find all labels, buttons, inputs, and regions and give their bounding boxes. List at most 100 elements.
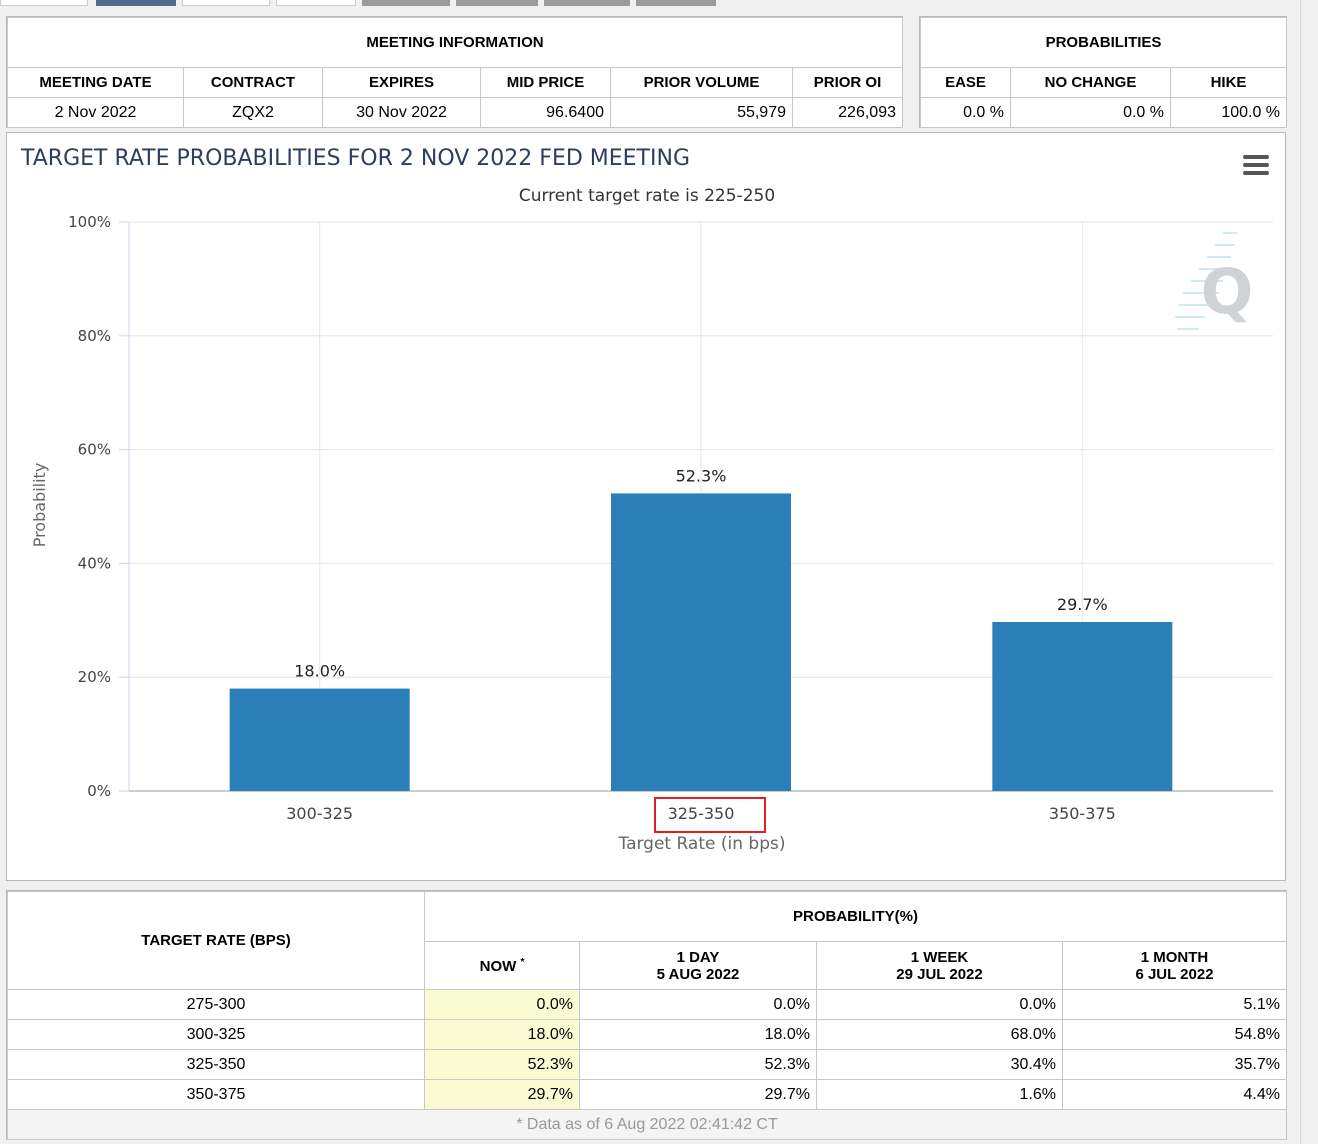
month-cell: 5.1% bbox=[1062, 989, 1287, 1020]
prior-oi-value: 226,093 bbox=[792, 97, 903, 128]
y-tick-label: 60% bbox=[78, 441, 111, 459]
col-1-day-label: 1 DAY bbox=[676, 948, 720, 966]
meeting-date-value: 2 Nov 2022 bbox=[7, 97, 184, 128]
col-expires: EXPIRES bbox=[322, 67, 481, 98]
now-asterisk: * bbox=[520, 956, 525, 968]
y-tick-label: 80% bbox=[78, 327, 111, 345]
rate-cell: 350-375 bbox=[7, 1079, 425, 1110]
col-meeting-date: MEETING DATE bbox=[7, 67, 184, 98]
chart-panel: TARGET RATE PROBABILITIES FOR 2 NOV 2022… bbox=[6, 132, 1286, 881]
col-no-change: NO CHANGE bbox=[1010, 67, 1171, 98]
col-1-week-date: 29 JUL 2022 bbox=[896, 965, 983, 983]
col-1-week-label: 1 WEEK bbox=[910, 948, 969, 966]
bar-300-325[interactable] bbox=[229, 688, 410, 791]
hike-value: 100.0 % bbox=[1169, 97, 1288, 128]
day-cell: 18.0% bbox=[579, 1019, 817, 1050]
meeting-info-header: MEETING INFORMATION bbox=[7, 17, 903, 68]
tab-2-active[interactable] bbox=[96, 0, 176, 6]
probability-bar-chart: TARGET RATE PROBABILITIES FOR 2 NOV 2022… bbox=[20, 146, 1273, 854]
x-axis-title: Target Rate (in bps) bbox=[618, 834, 786, 854]
highlighted-category-box bbox=[654, 797, 766, 833]
col-1-week: 1 WEEK 29 JUL 2022 bbox=[816, 941, 1063, 990]
bar-data-label: 18.0% bbox=[294, 662, 345, 681]
table-row: 325-350 52.3% 52.3% 30.4% 35.7% bbox=[7, 1049, 1287, 1080]
col-now: NOW * bbox=[424, 941, 580, 990]
probability-header: PROBABILITY(%) bbox=[424, 891, 1287, 942]
now-cell: 29.7% bbox=[424, 1079, 580, 1110]
bar-data-label: 52.3% bbox=[676, 466, 727, 485]
target-rate-header: TARGET RATE (BPS) bbox=[7, 891, 425, 990]
expires-value: 30 Nov 2022 bbox=[322, 97, 481, 128]
x-tick-label: 325-350 bbox=[668, 804, 735, 823]
no-change-value: 0.0 % bbox=[1010, 97, 1171, 128]
tab-3[interactable] bbox=[182, 0, 270, 6]
probabilities-panel: PROBABILITIES EASE NO CHANGE HIKE 0.0 % … bbox=[919, 16, 1288, 128]
rate-cell: 325-350 bbox=[7, 1049, 425, 1080]
col-prior-volume: PRIOR VOLUME bbox=[610, 67, 793, 98]
q-logo-watermark: Q bbox=[1175, 232, 1254, 330]
y-tick-label: 40% bbox=[78, 554, 111, 572]
chart-subtitle: Current target rate is 225-250 bbox=[519, 186, 775, 206]
bar-350-375[interactable] bbox=[992, 622, 1173, 791]
col-ease: EASE bbox=[920, 67, 1011, 98]
tab-7[interactable] bbox=[544, 0, 630, 6]
day-cell: 0.0% bbox=[579, 989, 817, 1020]
meeting-info-panel: MEETING INFORMATION MEETING DATE CONTRAC… bbox=[6, 16, 903, 128]
bar-325-350[interactable] bbox=[611, 493, 791, 791]
rate-cell: 275-300 bbox=[7, 989, 425, 1020]
tab-1[interactable] bbox=[0, 0, 88, 6]
y-axis-title: Probability bbox=[30, 463, 49, 548]
tab-strip bbox=[0, 0, 1300, 6]
month-cell: 54.8% bbox=[1062, 1019, 1287, 1050]
col-prior-oi: PRIOR OI bbox=[792, 67, 903, 98]
day-cell: 52.3% bbox=[579, 1049, 817, 1080]
bar-data-label: 29.7% bbox=[1057, 595, 1108, 614]
week-cell: 30.4% bbox=[816, 1049, 1063, 1080]
col-1-month: 1 MONTH 6 JUL 2022 bbox=[1062, 941, 1287, 990]
chart-title: TARGET RATE PROBABILITIES FOR 2 NOV 2022… bbox=[20, 146, 690, 171]
meeting-info-table: MEETING INFORMATION MEETING DATE CONTRAC… bbox=[7, 17, 903, 128]
table-row: 350-375 29.7% 29.7% 1.6% 4.4% bbox=[7, 1079, 1287, 1110]
day-cell: 29.7% bbox=[579, 1079, 817, 1110]
now-cell: 0.0% bbox=[424, 989, 580, 1020]
tab-6[interactable] bbox=[456, 0, 538, 6]
x-tick-label: 300-325 bbox=[286, 804, 353, 823]
tab-5[interactable] bbox=[362, 0, 450, 6]
tab-8[interactable] bbox=[636, 0, 716, 6]
rate-cell: 300-325 bbox=[7, 1019, 425, 1050]
month-cell: 4.4% bbox=[1062, 1079, 1287, 1110]
week-cell: 0.0% bbox=[816, 989, 1063, 1020]
ease-value: 0.0 % bbox=[920, 97, 1011, 128]
col-hike: HIKE bbox=[1169, 67, 1288, 98]
col-1-day-date: 5 AUG 2022 bbox=[656, 965, 740, 983]
now-label: NOW bbox=[479, 957, 517, 975]
col-1-month-date: 6 JUL 2022 bbox=[1135, 965, 1214, 983]
table-row: 275-300 0.0% 0.0% 0.0% 5.1% bbox=[7, 989, 1287, 1020]
chart-labels: 0% 20% 40% 60% 80% 100% 18.0% 300-325 52.3% 325-3… bbox=[68, 213, 1116, 823]
tab-4[interactable] bbox=[276, 0, 356, 6]
now-cell: 18.0% bbox=[424, 1019, 580, 1050]
month-cell: 35.7% bbox=[1062, 1049, 1287, 1080]
week-cell: 1.6% bbox=[816, 1079, 1063, 1110]
col-1-day: 1 DAY 5 AUG 2022 bbox=[579, 941, 817, 990]
week-cell: 68.0% bbox=[816, 1019, 1063, 1050]
chart-menu-icon[interactable] bbox=[1243, 155, 1269, 175]
chart-bars bbox=[229, 493, 1173, 791]
table-row: 300-325 18.0% 18.0% 68.0% 54.8% bbox=[7, 1019, 1287, 1050]
col-1-month-label: 1 MONTH bbox=[1140, 948, 1209, 966]
col-mid-price: MID PRICE bbox=[480, 67, 611, 98]
prior-volume-value: 55,979 bbox=[610, 97, 793, 128]
probabilities-table: PROBABILITIES EASE NO CHANGE HIKE 0.0 % … bbox=[919, 17, 1288, 128]
y-tick-label: 0% bbox=[87, 782, 111, 800]
probabilities-header: PROBABILITIES bbox=[919, 17, 1288, 68]
vertical-scrollbar[interactable] bbox=[1300, 0, 1318, 1144]
y-tick-label: 20% bbox=[78, 668, 111, 686]
now-cell: 52.3% bbox=[424, 1049, 580, 1080]
data-timestamp-footnote: * Data as of 6 Aug 2022 02:41:42 CT bbox=[7, 1109, 1287, 1140]
probability-history-panel: TARGET RATE (BPS) PROBABILITY(%) NOW * 1… bbox=[6, 890, 1287, 1140]
col-contract: CONTRACT bbox=[183, 67, 323, 98]
mid-price-value: 96.6400 bbox=[480, 97, 611, 128]
x-tick-label: 350-375 bbox=[1049, 804, 1116, 823]
probability-history-table: TARGET RATE (BPS) PROBABILITY(%) NOW * 1… bbox=[7, 891, 1287, 1140]
svg-text:Q: Q bbox=[1201, 255, 1254, 328]
